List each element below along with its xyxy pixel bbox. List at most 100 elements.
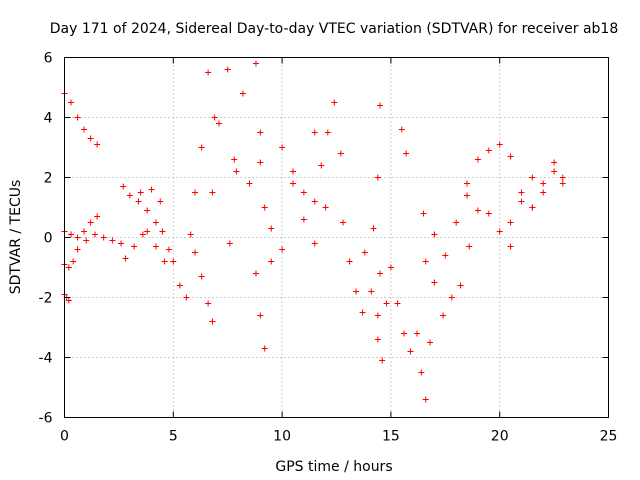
data-point-t07 [161, 258, 168, 265]
y-tick-label: -4 [39, 351, 53, 367]
data-point-t29 [529, 174, 536, 181]
data-point-t03 [100, 234, 107, 241]
data-point-t11 [224, 66, 231, 73]
data-point-t05 [126, 192, 133, 199]
data-point-t05 [120, 183, 127, 190]
x-axis-label: GPS time / hours [275, 459, 392, 475]
data-point-t24 [387, 264, 394, 271]
data-point-t01 [94, 141, 101, 148]
data-point-t16 [300, 189, 307, 196]
data-point-t03 [65, 264, 72, 271]
data-point-t26 [440, 312, 447, 319]
data-point-t27 [431, 231, 438, 238]
data-point-t15 [257, 159, 264, 166]
chart-title: Day 171 of 2024, Sidereal Day-to-day VTE… [50, 21, 619, 37]
x-tick-label: 15 [382, 429, 400, 445]
data-point-t06 [131, 243, 138, 250]
y-tick-label: -6 [39, 411, 53, 427]
data-point-t17 [337, 150, 344, 157]
data-point-t10 [211, 114, 218, 121]
data-point-t29 [496, 228, 503, 235]
data-point-t30 [540, 180, 547, 187]
data-point-t15 [300, 216, 307, 223]
data-point-t03 [74, 246, 81, 253]
data-point-t08 [183, 294, 190, 301]
data-point-t30 [559, 174, 566, 181]
data-point-t01 [68, 99, 75, 106]
data-point-t16 [268, 258, 275, 265]
data-point-t19 [361, 249, 368, 256]
data-point-t16 [322, 204, 329, 211]
x-tick-label: 10 [273, 429, 291, 445]
y-tick-label: 2 [44, 171, 53, 187]
data-point-t25 [427, 339, 434, 346]
data-point-t29 [485, 210, 492, 217]
data-point-t11 [231, 156, 238, 163]
grid-lines [64, 57, 609, 418]
data-point-t03 [70, 258, 77, 265]
data-point-t03 [91, 231, 98, 238]
data-point-t16 [289, 168, 296, 175]
data-point-t01 [74, 114, 81, 121]
data-point-t24 [407, 348, 414, 355]
data-point-t08 [176, 282, 183, 289]
data-point-t30 [518, 189, 525, 196]
data-point-t14 [252, 270, 259, 277]
data-point-t18 [340, 219, 347, 226]
data-point-t22 [374, 174, 381, 181]
data-point-t22 [377, 102, 384, 109]
data-point-t15 [268, 225, 275, 232]
data-point-t14 [261, 345, 268, 352]
data-point-t17 [311, 198, 318, 205]
data-point-t03 [83, 237, 90, 244]
data-point-t01 [87, 135, 94, 142]
data-point-t17 [331, 99, 338, 106]
data-point-t31 [551, 168, 558, 175]
data-point-t12 [233, 168, 240, 175]
data-point-t09 [209, 318, 216, 325]
data-point-t27 [420, 210, 427, 217]
data-point-t07 [144, 228, 151, 235]
data-point-t25 [422, 396, 429, 403]
data-point-t07 [152, 243, 159, 250]
data-point-t05 [159, 228, 166, 235]
x-tick-label: 20 [491, 429, 509, 445]
data-point-t09 [192, 249, 199, 256]
data-point-t10 [205, 69, 212, 76]
data-point-t28 [496, 141, 503, 148]
data-point-t26 [466, 243, 473, 250]
data-point-t13 [261, 204, 268, 211]
data-point-t20 [377, 270, 384, 277]
data-point-t29 [507, 243, 514, 250]
data-point-t15 [279, 246, 286, 253]
x-tick-label: 5 [169, 429, 178, 445]
data-point-t06 [165, 246, 172, 253]
data-point-t12 [239, 90, 246, 97]
data-point-t27 [442, 252, 449, 259]
data-point-t26 [422, 258, 429, 265]
x-tick-label: 0 [60, 429, 69, 445]
data-point-t05 [152, 219, 159, 226]
data-point-t13 [252, 60, 259, 67]
data-point-t09 [205, 300, 212, 307]
data-point-t07 [137, 189, 144, 196]
data-point-t23 [398, 126, 405, 133]
data-point-t02 [74, 234, 81, 241]
y-tick-label: 4 [44, 111, 53, 127]
data-point-t29 [518, 198, 525, 205]
data-point-t28 [474, 156, 481, 163]
data-point-t30 [507, 219, 514, 226]
data-point-t11 [209, 189, 216, 196]
data-point-t20 [370, 225, 377, 232]
data-point-t27 [474, 207, 481, 214]
data-point-t14 [257, 312, 264, 319]
x-tick-labels: 0 5 10 15 20 25 [60, 429, 617, 445]
data-point-t12 [226, 240, 233, 247]
y-tick-labels: -6 -4 -2 0 2 4 6 [39, 51, 53, 427]
data-point-t24 [394, 300, 401, 307]
data-point-t21 [374, 336, 381, 343]
data-point-t30 [551, 159, 558, 166]
axis-ticks [64, 57, 609, 418]
data-point-t05 [135, 198, 142, 205]
